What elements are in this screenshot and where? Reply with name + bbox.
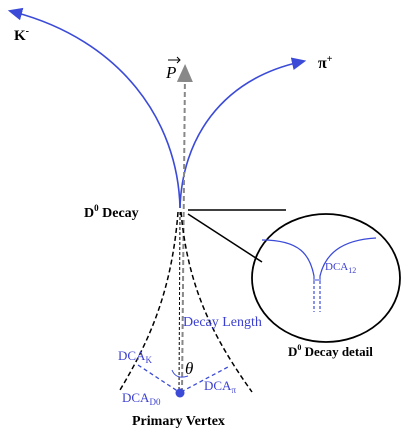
pion-track	[179, 57, 307, 209]
momentum-label: P	[165, 63, 176, 82]
dca-pi-line	[180, 366, 229, 393]
detail-ellipse	[251, 213, 401, 343]
theta-label: θ	[185, 359, 193, 378]
detail-track	[319, 237, 377, 277]
dca12-label: DCA12	[325, 261, 356, 275]
primary-vertex-label: Primary Vertex	[132, 414, 225, 429]
primary-vertex-dot	[175, 388, 185, 398]
vector-arrow	[168, 56, 181, 64]
decay-label: D0 Decay	[84, 203, 139, 221]
zoom-line	[187, 213, 263, 263]
decay-length-label: Decay Length	[183, 315, 262, 330]
dca-k-line	[137, 364, 180, 393]
pion-label: π+	[318, 54, 333, 72]
kaon-extrapolation	[119, 211, 179, 391]
detail-track	[261, 239, 315, 277]
dca-k-label: DCAK	[118, 348, 152, 365]
theta-arc	[171, 369, 189, 378]
dca-d0-label: DCAD0	[122, 390, 161, 407]
pion-extrapolation	[180, 211, 253, 393]
kaon-track	[7, 7, 181, 209]
dca-pi-label: DCAπ	[204, 378, 236, 395]
decay-axis	[178, 211, 181, 393]
detail-label: D0 Decay detail	[288, 343, 373, 359]
kaon-label: K-	[14, 26, 29, 44]
